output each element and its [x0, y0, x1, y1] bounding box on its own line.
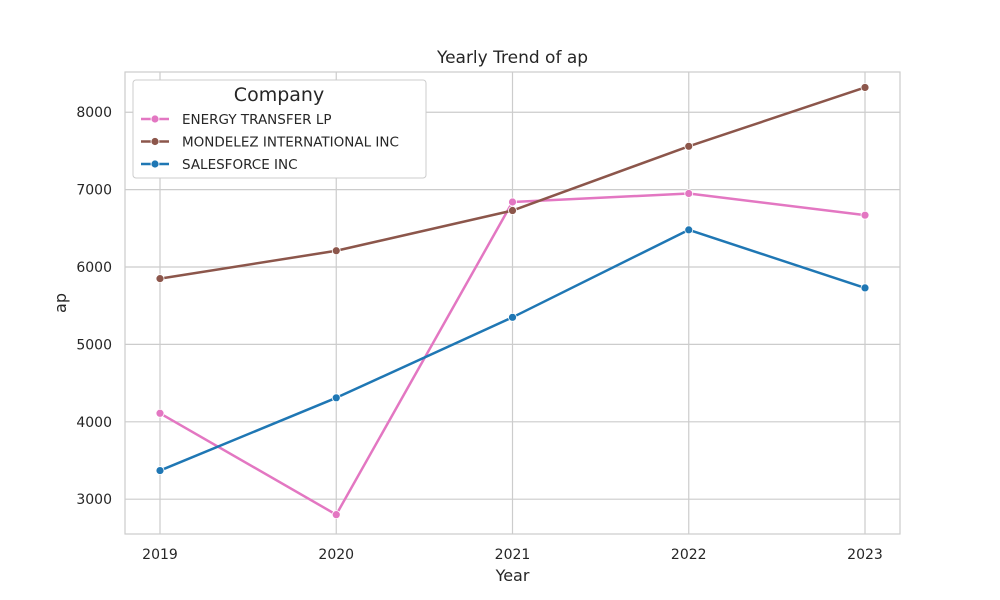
data-point	[860, 83, 870, 92]
data-point	[860, 283, 870, 293]
y-tick-label: 4000	[76, 415, 112, 431]
legend-marker	[150, 114, 160, 124]
y-tick-label: 8000	[76, 105, 112, 121]
legend-entry: ENERGY TRANSFER LP	[141, 112, 331, 128]
y-tick-label: 3000	[76, 492, 112, 508]
series-group	[155, 189, 870, 520]
data-point	[684, 189, 694, 198]
legend-box	[132, 79, 427, 179]
data-point	[155, 466, 165, 475]
x-tick-label: 2022	[671, 547, 707, 563]
series-layer	[155, 83, 870, 520]
legend: Company ENERGY TRANSFER LP MONDELEZ INTER…	[132, 79, 427, 179]
data-point	[508, 206, 517, 215]
x-tick-label: 2023	[847, 547, 883, 563]
data-point	[508, 312, 517, 322]
legend-label: SALESFORCE INC	[182, 157, 298, 173]
data-point	[684, 141, 694, 151]
data-point	[331, 246, 341, 256]
data-point	[508, 197, 517, 207]
legend-label: ENERGY TRANSFER LP	[182, 112, 331, 128]
series-group	[155, 83, 870, 284]
x-tick-labels: 2019 2020 2021 2022 2023	[142, 547, 883, 563]
x-tick-label: 2020	[318, 547, 354, 563]
y-tick-labels: 3000 4000 5000 6000 7000 8000	[76, 105, 112, 508]
legend-title: Company	[234, 84, 324, 106]
x-tick-label: 2021	[495, 547, 531, 563]
y-axis-label: ap	[51, 293, 70, 313]
x-tick-label: 2019	[142, 547, 178, 563]
y-tick-label: 6000	[76, 260, 112, 276]
data-point	[155, 408, 165, 418]
legend-label: MONDELEZ INTERNATIONAL INC	[182, 135, 399, 151]
data-point	[331, 510, 341, 520]
legend-marker	[150, 159, 160, 169]
legend-entries: ENERGY TRANSFER LP MONDELEZ INTERNATIONAL…	[141, 112, 399, 173]
y-tick-label: 7000	[76, 183, 112, 199]
data-point	[860, 210, 870, 220]
series-group	[155, 225, 870, 475]
data-point	[331, 393, 341, 403]
data-point	[155, 274, 165, 284]
data-point	[684, 225, 694, 235]
chart-title: Yearly Trend of ap	[436, 48, 588, 68]
y-tick-label: 5000	[76, 337, 112, 353]
legend-entry: MONDELEZ INTERNATIONAL INC	[141, 135, 399, 151]
legend-marker	[150, 137, 160, 146]
x-axis-label: Year	[495, 566, 530, 585]
legend-entry: SALESFORCE INC	[141, 157, 298, 173]
